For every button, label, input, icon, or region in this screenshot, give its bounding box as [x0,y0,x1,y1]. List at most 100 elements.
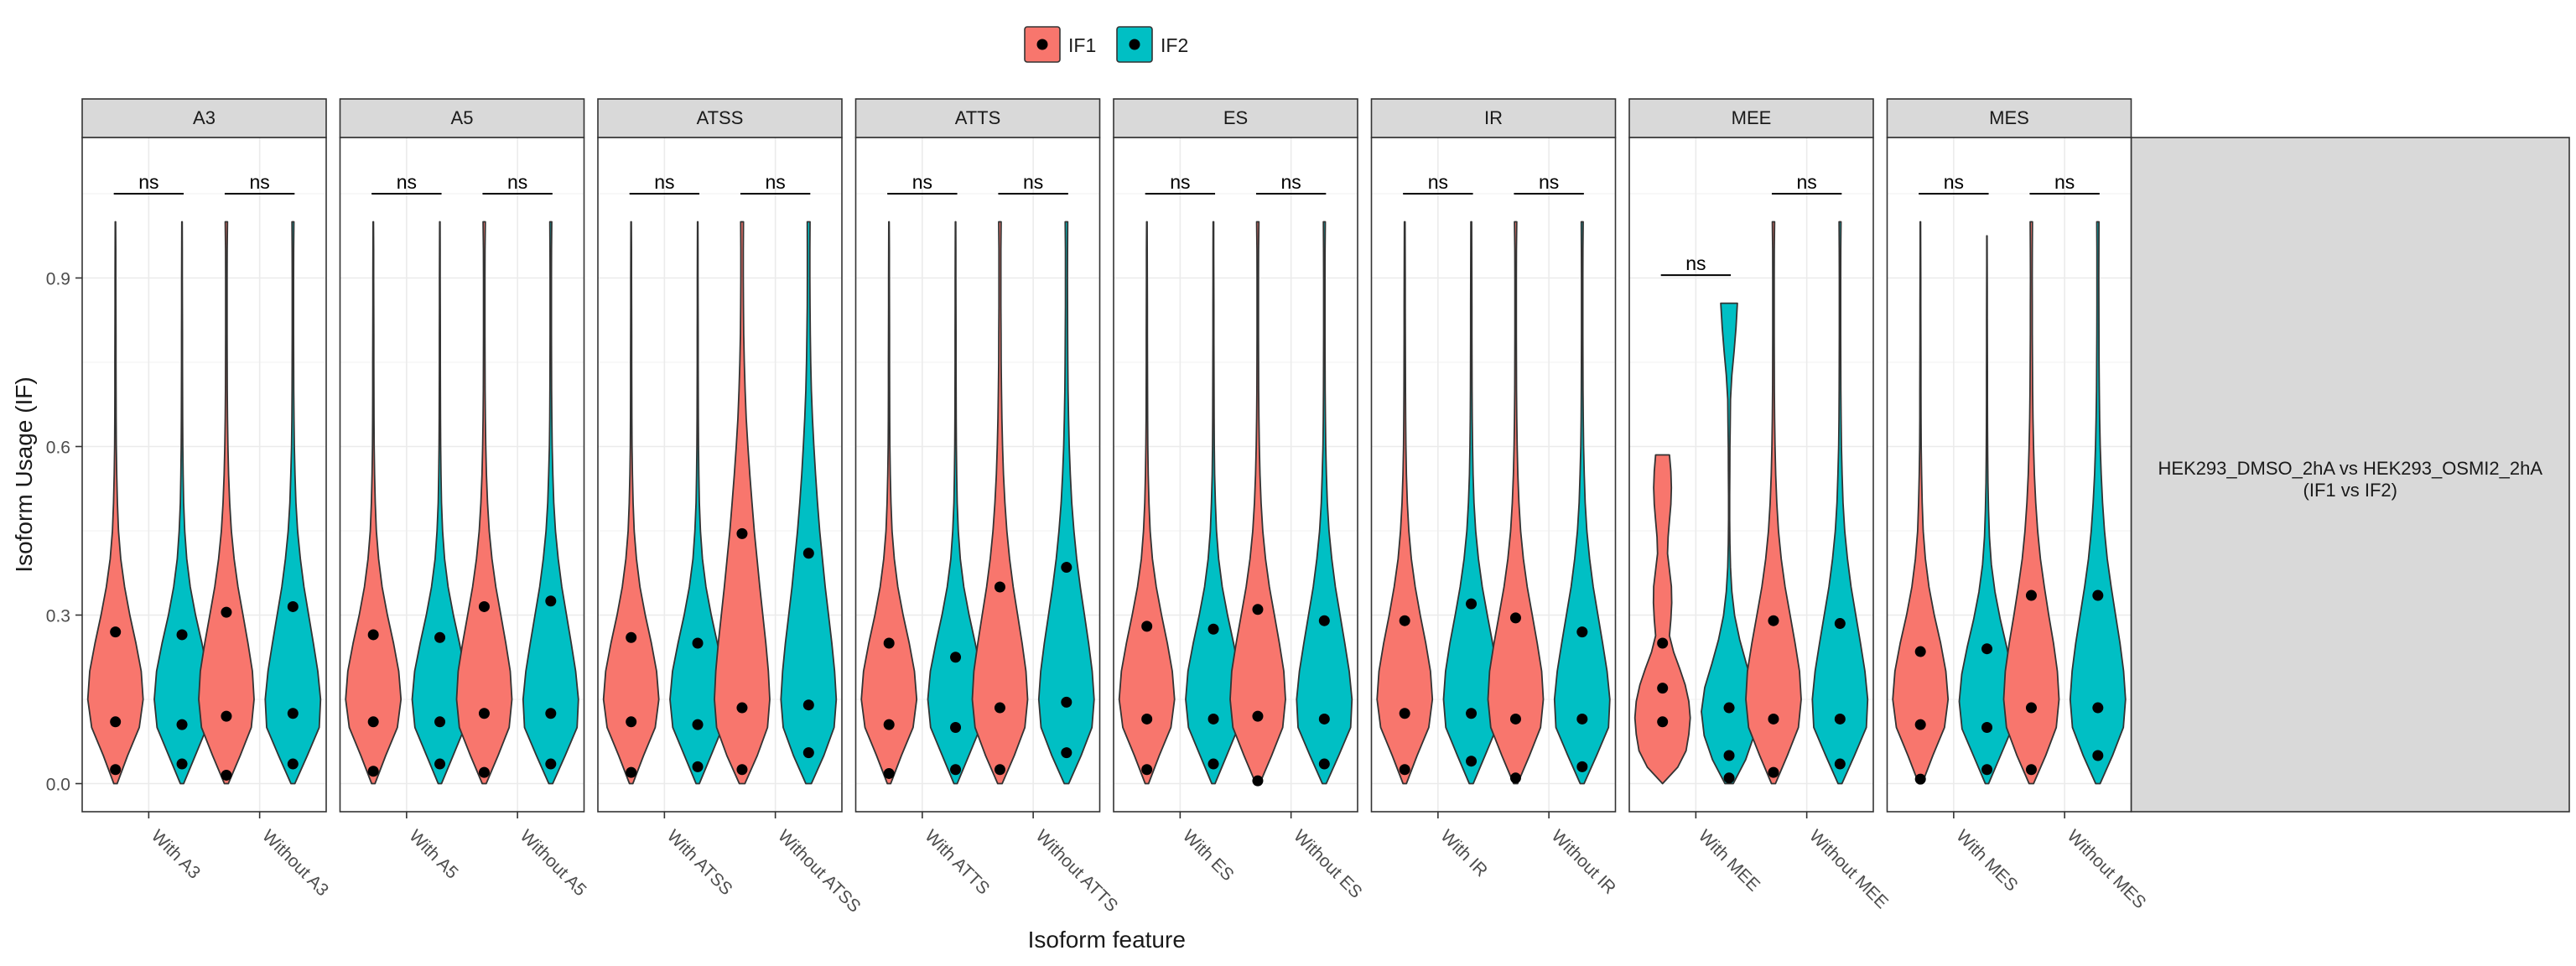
x-tick-label: With A5 [405,826,461,882]
panel-border [81,137,327,813]
significance-label: ns [249,171,269,193]
facet-panel: A3 ns With A3 ns Without A3 [81,98,332,900]
violin-if2 [669,221,726,785]
violin-if1 [1892,221,1950,785]
y-tick-label: 0.6 [46,439,70,458]
quantile-point [1914,719,1926,730]
quantile-point [1723,772,1735,784]
quantile-point [1834,713,1846,724]
quantile-point [545,595,557,607]
row-strip-label-line: HEK293_DMSO_2hA vs HEK293_OSMI2_2hA [2158,458,2542,479]
x-tick-label: Without A5 [517,826,590,900]
facet-strip-label: MEE [1732,107,1772,128]
x-tick-label: Without ATSS [774,826,865,917]
facet-strip-label: MES [1989,107,2029,128]
violin-if1 [1745,221,1802,785]
significance-label: ns [1685,252,1706,274]
significance-label: ns [1280,171,1301,193]
quantile-point [994,581,1005,593]
y-tick-label: 0.3 [46,607,70,626]
quantile-point [950,764,962,776]
quantile-point [221,710,232,722]
panel-border [1886,137,2132,813]
quantile-point [802,548,814,559]
quantile-point [736,702,748,714]
row-strip-label-line: (IF1 vs IF2) [2303,480,2397,501]
quantile-point [1657,637,1669,649]
facet-panel: A5 ns With A5 ns Without A5 [339,98,590,900]
facet-strip [1628,98,1874,138]
panel-border [339,137,585,813]
legend-label: IF2 [1161,34,1188,56]
quantile-point [626,716,637,728]
y-axis-title: Isoform Usage (IF) [11,377,37,572]
violin-if1 [602,221,660,785]
quantile-point [692,761,704,772]
quantile-point [221,769,232,781]
significance-label: ns [2054,171,2075,193]
quantile-point [287,708,299,719]
quantile-point [736,764,748,776]
legend-label: IF1 [1068,34,1096,56]
quantile-point [2025,589,2037,601]
quantile-point [367,629,379,641]
violin-if2 [1811,221,1869,785]
quantile-point [1914,646,1926,657]
violin-if2 [1296,221,1353,785]
violin-if1 [1229,221,1286,785]
quantile-point [478,708,490,719]
quantile-point [1141,621,1153,632]
quantile-point [176,629,188,641]
legend-dot-if2 [1129,39,1140,50]
quantile-point [176,758,188,770]
x-tick-label: With MES [1952,826,2021,895]
quantile-point [478,600,490,612]
x-tick-label: Without MEE [1805,826,1892,912]
x-tick-label: Without ES [1290,826,1366,902]
significance-label: ns [1023,171,1043,193]
significance-label: ns [1539,171,1559,193]
violin-if1 [971,221,1029,785]
quantile-point [1318,758,1330,770]
violin-if2 [153,221,210,785]
facet-strip-label: A3 [193,107,216,128]
quantile-point [1914,773,1926,785]
quantile-point [1981,722,1993,733]
violin-if2 [1037,221,1095,785]
x-tick-label: Without ATTS [1032,826,1122,916]
violin-if1 [714,221,771,785]
quantile-point [1399,615,1410,626]
y-tick-label: 0.9 [46,270,70,289]
quantile-point [1576,626,1588,638]
legend-dot-if1 [1036,39,1048,50]
x-tick-label: Without IR [1548,826,1620,898]
panel-border [854,137,1101,813]
violin-if2 [1442,221,1500,785]
violin-if1 [86,221,144,785]
quantile-point [1834,758,1846,770]
quantile-point [802,747,814,759]
x-tick-label: With ATSS [663,826,736,899]
significance-label: ns [1170,171,1190,193]
quantile-point [1834,618,1846,630]
significance-label: ns [1944,171,1964,193]
quantile-point [1061,562,1072,574]
y-axis: 0.0 0.3 0.6 0.9 [46,270,82,795]
quantile-point [110,716,122,728]
quantile-point [1208,758,1219,770]
quantile-point [1318,713,1330,724]
significance-label: ns [654,171,674,193]
violin-if2 [927,221,984,785]
quantile-point [1208,623,1219,635]
quantile-point [367,766,379,777]
significance-label: ns [138,171,158,193]
violin-if1 [2002,221,2060,785]
quantile-point [287,600,299,612]
quantile-point [478,766,490,778]
facet-strip-label: IR [1484,107,1503,128]
facet-strip [597,98,843,138]
quantile-point [1399,764,1410,776]
quantile-point [1466,708,1478,719]
quantile-point [1723,702,1735,714]
quantile-point [434,716,446,728]
